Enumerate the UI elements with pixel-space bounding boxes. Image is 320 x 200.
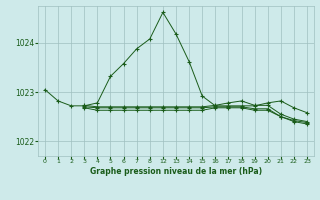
X-axis label: Graphe pression niveau de la mer (hPa): Graphe pression niveau de la mer (hPa) — [90, 167, 262, 176]
